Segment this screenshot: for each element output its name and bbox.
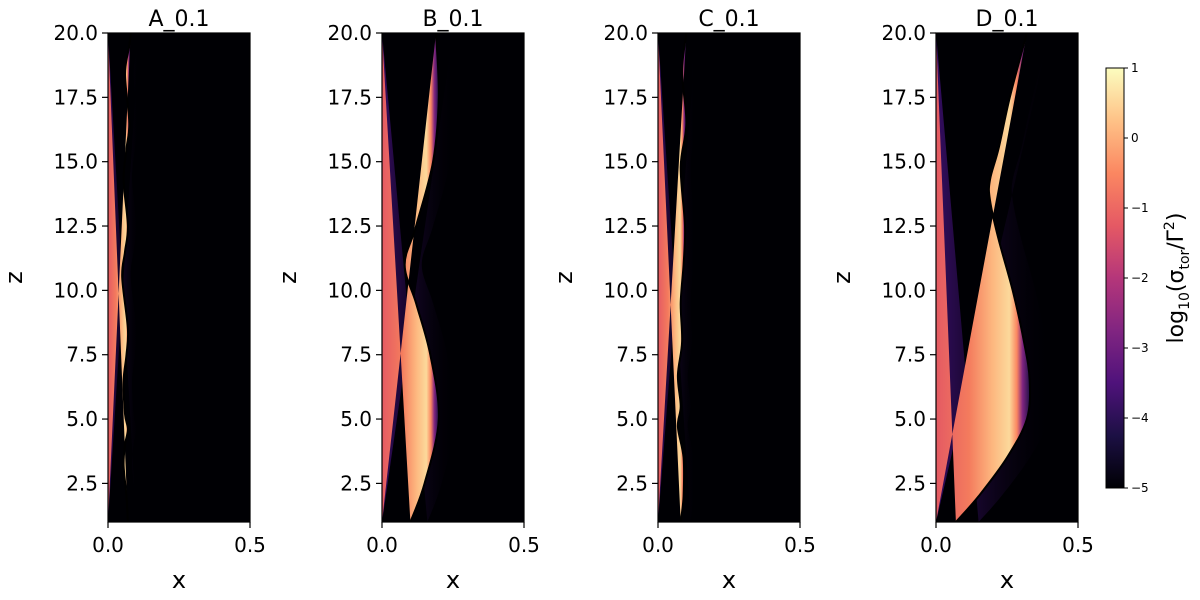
y-tick-label: 5.0	[66, 407, 98, 431]
x-tick-label: 0.5	[1062, 533, 1094, 557]
y-tick-label: 10.0	[53, 278, 98, 302]
panel-A_0.1: A_0.1 2.5 5.0 7.5 10.0 12.5 15.0 17.5 20.0 0.0 0.5…	[0, 7, 266, 594]
jet-body	[936, 33, 1031, 522]
colorbar-tick-label: −3	[1131, 341, 1149, 355]
colorbar-gradient	[1105, 67, 1125, 489]
y-tick-label: 17.5	[603, 85, 648, 109]
y-tick-label: 10.0	[603, 278, 648, 302]
panel-B_0.1: B_0.1 2.5 5.0 7.5 10.0 12.5 15.0 17.5 20.0 0.0 0.5…	[274, 7, 540, 594]
y-axis-label: z	[0, 271, 28, 284]
x-tick-label: 0.5	[784, 533, 816, 557]
contour-line	[403, 33, 440, 522]
panels: A_0.1 2.5 5.0 7.5 10.0 12.5 15.0 17.5 20.0 0.0 0.5…	[0, 7, 1094, 594]
colorbar-tick-label: −5	[1131, 481, 1149, 495]
y-tick-label: 20.0	[881, 21, 926, 45]
y-tick-label: 2.5	[894, 471, 926, 495]
x-tick-label: 0.0	[642, 533, 674, 557]
y-tick-label: 2.5	[616, 471, 648, 495]
y-tick-label: 12.5	[881, 214, 926, 238]
panel-title: B_0.1	[422, 7, 483, 32]
y-tick-label: 17.5	[881, 85, 926, 109]
y-tick-label: 15.0	[53, 150, 98, 174]
panel-D_0.1: D_0.1 2.5 5.0 7.5 10.0 12.5 15.0 17.5 20.0 0.0 0.5…	[828, 7, 1094, 594]
jet-body	[108, 33, 131, 522]
y-tick-label: 5.0	[894, 407, 926, 431]
plot-frame	[381, 32, 525, 523]
y-tick-label: 2.5	[66, 471, 98, 495]
jet-outer-glow	[108, 33, 140, 522]
y-tick-label: 15.0	[327, 150, 372, 174]
y-tick-label: 7.5	[616, 343, 648, 367]
colorbar-tick-label: −2	[1131, 271, 1149, 285]
plot-frame	[935, 32, 1079, 523]
y-tick-label: 7.5	[340, 343, 372, 367]
contour-line	[676, 33, 688, 522]
y-tick-label: 12.5	[327, 214, 372, 238]
colorbar-tick-label: 0	[1131, 131, 1139, 145]
y-tick-label: 7.5	[66, 343, 98, 367]
panel-title: A_0.1	[148, 7, 209, 32]
panel-title: D_0.1	[976, 7, 1039, 32]
contour-line	[121, 33, 132, 522]
y-tick-label: 10.0	[327, 278, 372, 302]
contour-line	[955, 33, 1032, 522]
x-tick-label: 0.0	[366, 533, 398, 557]
y-axis-label: z	[274, 271, 302, 284]
plot-frame	[107, 32, 251, 523]
y-tick-label: 17.5	[53, 85, 98, 109]
colorbar-tick-label: 1	[1131, 61, 1139, 75]
y-tick-label: 20.0	[603, 21, 648, 45]
y-tick-label: 15.0	[603, 150, 648, 174]
y-tick-label: 20.0	[327, 21, 372, 45]
colorbar-label: log10(σtor/Γ2)	[1162, 213, 1193, 344]
x-axis-label: x	[172, 566, 186, 594]
y-tick-label: 15.0	[881, 150, 926, 174]
y-axis-label: z	[550, 271, 578, 284]
panel-title: C_0.1	[698, 7, 759, 32]
colorbar: 1 0 −1 −2 −3 −4 −5 log10(σtor/Γ2)	[1105, 61, 1193, 495]
x-axis-label: x	[1000, 566, 1014, 594]
y-tick-label: 10.0	[881, 278, 926, 302]
jet-body	[382, 33, 439, 522]
y-tick-label: 5.0	[340, 407, 372, 431]
y-tick-label: 7.5	[894, 343, 926, 367]
y-tick-label: 12.5	[53, 214, 98, 238]
x-tick-label: 0.5	[508, 533, 540, 557]
x-tick-label: 0.5	[234, 533, 266, 557]
y-tick-label: 2.5	[340, 471, 372, 495]
x-axis-label: x	[722, 566, 736, 594]
x-tick-label: 0.0	[92, 533, 124, 557]
panel-C_0.1: C_0.1 2.5 5.0 7.5 10.0 12.5 15.0 17.5 20.0 0.0 0.5…	[550, 7, 816, 594]
colorbar-tick-label: −1	[1131, 201, 1149, 215]
y-tick-label: 5.0	[616, 407, 648, 431]
plot-frame	[657, 32, 801, 523]
x-axis-label: x	[446, 566, 460, 594]
y-axis-label: z	[828, 271, 856, 284]
y-tick-label: 17.5	[327, 85, 372, 109]
y-tick-label: 12.5	[603, 214, 648, 238]
colorbar-tick-label: −4	[1131, 411, 1149, 425]
x-tick-label: 0.0	[920, 533, 952, 557]
y-tick-label: 20.0	[53, 21, 98, 45]
